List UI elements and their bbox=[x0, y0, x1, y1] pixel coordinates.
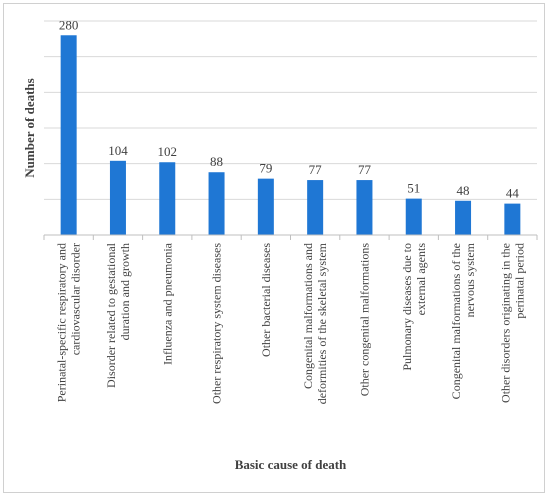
x-tick-label: Disorder related to gestational duration … bbox=[104, 242, 132, 388]
data-label: 79 bbox=[259, 161, 272, 176]
x-tick-label-line: Disorder related to gestational bbox=[104, 242, 118, 388]
x-tick-label: Influenza and pneumonia bbox=[160, 242, 174, 365]
gridlines bbox=[44, 20, 537, 200]
bar bbox=[405, 198, 422, 235]
data-label: 51 bbox=[407, 181, 420, 196]
x-tick-label-line: Influenza and pneumonia bbox=[160, 242, 174, 365]
x-tick-label-line: Other congenital malformations bbox=[357, 243, 371, 397]
data-label: 44 bbox=[506, 186, 520, 201]
x-tick-label: Other bacterial diseases bbox=[259, 243, 273, 357]
x-tick-label-line: perinatal period bbox=[512, 243, 526, 319]
x-tick-label-line: Other respiratory system diseases bbox=[210, 243, 224, 404]
x-tick-label-line: duration and growth bbox=[118, 243, 132, 340]
data-label: 280 bbox=[59, 17, 79, 32]
data-label: 77 bbox=[309, 162, 323, 177]
x-tick-label: Congenital malformations of the nervous s… bbox=[449, 242, 477, 399]
x-tick-label-line: deformities of the skeletal system bbox=[315, 242, 329, 404]
bar bbox=[159, 162, 176, 235]
x-tick-label: Other congenital malformations bbox=[357, 243, 371, 397]
bar bbox=[109, 160, 126, 235]
x-tick-labels: Perinatal-specific respiratory and cardio… bbox=[55, 242, 527, 404]
bar bbox=[504, 203, 521, 235]
x-tick-label: Other respiratory system diseases bbox=[210, 243, 224, 404]
x-tick-label-line: Other bacterial diseases bbox=[259, 243, 273, 357]
data-label: 104 bbox=[108, 143, 128, 158]
data-label: 88 bbox=[210, 154, 223, 169]
bar bbox=[208, 172, 225, 235]
bar bbox=[356, 180, 373, 235]
x-tick-label: Congenital malformations and deformities … bbox=[301, 242, 329, 404]
chart-frame: 280 104 102 88 79 77 77 51 48 44 Perinatal-specif… bbox=[3, 3, 545, 493]
x-axis bbox=[43, 234, 538, 240]
data-labels: 280 104 102 88 79 77 77 51 48 44 bbox=[59, 17, 519, 200]
x-tick-label-line: external agents bbox=[414, 243, 428, 316]
x-tick-label: Perinatal-specific respiratory and cardio… bbox=[55, 243, 83, 402]
bar bbox=[307, 180, 324, 235]
bar-chart: 280 104 102 88 79 77 77 51 48 44 Perinatal-specif… bbox=[22, 17, 538, 472]
x-tick-label-line: Congenital malformations of the bbox=[449, 243, 463, 399]
bars bbox=[60, 35, 521, 236]
data-label: 102 bbox=[158, 144, 178, 159]
x-tick-label-line: Perinatal-specific respiratory and bbox=[55, 243, 69, 402]
x-tick-label-line: Congenital malformations and bbox=[301, 243, 315, 389]
bar bbox=[60, 35, 77, 236]
x-tick-label: Pulmonary diseases due to external agents bbox=[400, 243, 428, 371]
x-tick-label-line: Other disorders originating in the bbox=[498, 243, 512, 403]
x-tick-label-line: cardiovascular disorder bbox=[69, 243, 83, 355]
data-label: 48 bbox=[457, 183, 470, 198]
x-tick-label-line: nervous system bbox=[463, 242, 477, 317]
data-label: 77 bbox=[358, 162, 372, 177]
bar bbox=[455, 200, 472, 235]
y-axis-title: Number of deaths bbox=[22, 78, 37, 177]
x-tick-label: Other disorders originating in the perina… bbox=[498, 243, 526, 403]
x-tick-label-line: Pulmonary diseases due to bbox=[400, 243, 414, 371]
bar bbox=[257, 178, 274, 235]
x-axis-title: Basic cause of death bbox=[235, 457, 347, 472]
